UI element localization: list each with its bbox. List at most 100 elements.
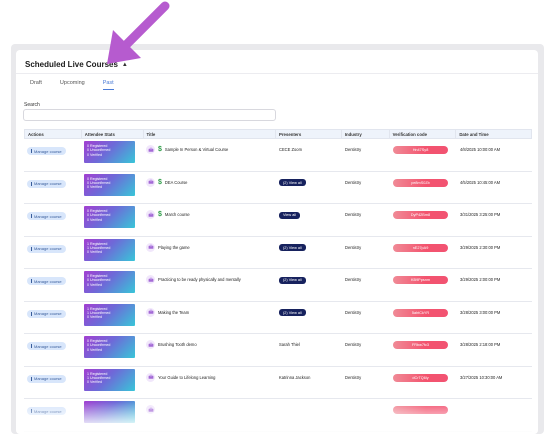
dollar-icon: $ <box>158 146 162 153</box>
course-icon <box>146 307 155 317</box>
industry-cell: Dentistry <box>345 277 362 282</box>
industry-cell: Dentistry <box>345 309 362 315</box>
manage-icon <box>31 409 32 413</box>
presenters-cell: (2) View all <box>276 302 342 316</box>
actions-cell: Manage course <box>24 269 81 285</box>
table-body: Manage course 0 Registered 0 Unconfirmed 0 … <box>24 139 532 432</box>
course-icon <box>146 340 155 349</box>
unconfirmed-count: 0 Unconfirmed <box>87 278 111 283</box>
actions-cell: Manage course <box>24 204 81 220</box>
unconfirmed-count: 1 Unconfirmed <box>87 375 111 380</box>
industry-cell: Dentistry <box>345 342 362 347</box>
view-all-presenters-button[interactable]: (2) View all <box>279 179 306 186</box>
table-row: Manage course 1 Registered 1 Unconfirmed 0 … <box>24 237 532 269</box>
tab-past[interactable]: Past <box>102 80 114 90</box>
course-title[interactable]: Sample In Person & Virtual Course <box>164 147 229 152</box>
attendee-stats-cell: 1 Registered 1 Unconfirmed 0 Verified <box>81 367 143 391</box>
course-title[interactable]: Making the Team <box>158 309 190 315</box>
registered-count: 1 Registered <box>87 371 108 376</box>
actions-cell: Manage course <box>24 399 81 415</box>
course-title[interactable]: Playing the game <box>158 244 190 250</box>
verification-cell: pe8mS0Zb <box>390 172 457 187</box>
course-title[interactable]: Brushing Tooth demo <box>158 342 197 347</box>
unconfirmed-count: 1 Unconfirmed <box>87 245 111 250</box>
verification-code-badge: KB9Ppsnm <box>393 276 448 284</box>
presenter-name: Katrinna Jackson <box>279 374 311 380</box>
manage-course-label: Manage course <box>34 343 62 349</box>
view-all-presenters-button[interactable]: (2) View all <box>279 244 306 251</box>
industry-cell: Dentistry <box>345 212 362 217</box>
attendee-stats-cell: 0 Registered 0 Unconfirmed 0 Verified <box>81 204 143 228</box>
tab-draft[interactable]: Draft <box>30 80 42 86</box>
verification-code-badge: 5ahtCkYR <box>393 308 448 317</box>
verification-cell: KB9Ppsnm <box>390 269 457 284</box>
attendee-stats-badge: 0 Registered 0 Unconfirmed 0 Verified <box>84 173 135 196</box>
verified-count: 0 Verified <box>87 250 102 255</box>
verification-code-badge: nE27pA9 <box>393 243 448 252</box>
course-title[interactable]: Practicing to be ready physically and me… <box>158 277 241 282</box>
col-presenters: Presenters <box>276 130 342 138</box>
manage-course-button[interactable]: Manage course <box>27 342 66 350</box>
verified-count: 0 Verified <box>87 347 102 352</box>
manage-course-button[interactable]: Manage course <box>27 244 66 253</box>
manage-course-label: Manage course <box>34 213 62 219</box>
attendee-stats-cell: 0 Registered 0 Unconfirmed 0 Verified <box>81 139 143 163</box>
presenters-cell: View all <box>276 204 342 219</box>
manage-course-label: Manage course <box>34 408 62 414</box>
annotation-arrow-icon <box>107 1 170 64</box>
industry-cell: Dentistry <box>345 244 362 250</box>
actions-cell: Manage course <box>24 367 81 383</box>
manage-icon <box>31 344 32 348</box>
manage-course-button[interactable]: Manage course <box>27 309 66 318</box>
table-row: Manage course 0 Registered 0 Unconfirmed 0 … <box>24 334 532 367</box>
verified-count: 0 Verified <box>87 315 102 320</box>
table-row: Manage course 0 Registered 0 Unconfirmed 0 … <box>24 269 532 302</box>
title-cell: $ DEA Course <box>143 172 276 187</box>
manage-course-label: Manage course <box>34 278 62 284</box>
chevron-up-icon[interactable]: ▲ <box>121 61 128 68</box>
page-title-text: Scheduled Live Courses <box>25 60 118 69</box>
actions-cell: Manage course <box>24 302 81 318</box>
course-icon <box>146 372 155 382</box>
tab-upcoming[interactable]: Upcoming <box>59 80 85 86</box>
verification-code-badge: DyP42Bm8 <box>393 211 448 219</box>
verification-code-badge: Hn47Sy8 <box>393 146 448 154</box>
page-title[interactable]: Scheduled Live Courses ▲ <box>25 60 128 69</box>
search-input[interactable] <box>23 109 276 121</box>
manage-course-label: Manage course <box>34 181 62 186</box>
manage-course-button[interactable]: Manage course <box>27 407 66 415</box>
registered-count: 1 Registered <box>87 241 108 246</box>
dollar-icon: $ <box>158 178 162 186</box>
view-all-presenters-button[interactable]: (2) View all <box>279 276 306 284</box>
manage-course-button[interactable]: Manage course <box>27 212 66 220</box>
verified-count: 0 Verified <box>87 282 102 287</box>
course-icon <box>146 210 155 219</box>
course-title[interactable]: Your Guide to Lifelong Learning <box>158 374 216 380</box>
verification-cell: DyP42Bm8 <box>390 204 457 219</box>
col-title: Title <box>144 130 277 138</box>
course-title[interactable]: DEA Course <box>164 179 188 185</box>
col-actions: Actions <box>25 130 82 138</box>
view-all-presenters-button[interactable]: (2) View all <box>279 309 306 316</box>
verification-cell: nE27pA9 <box>390 237 457 252</box>
presenter-name: CECE Zoom <box>279 147 302 152</box>
attendee-stats-badge: 0 Registered 0 Unconfirmed 0 Verified <box>84 206 135 228</box>
manage-course-button[interactable]: Manage course <box>27 179 66 188</box>
manage-course-button[interactable]: Manage course <box>27 277 66 285</box>
col-verification-code: Verification code <box>390 130 457 138</box>
date-cell: 3/27/2025 10:30:00 AM <box>460 374 503 380</box>
manage-icon <box>31 149 32 153</box>
manage-course-button[interactable]: Manage course <box>27 147 66 155</box>
industry-cell: Dentistry <box>345 147 362 152</box>
view-all-presenters-button[interactable]: View all <box>279 211 301 219</box>
course-title[interactable]: March course <box>164 212 190 217</box>
col-industry: Industry <box>342 130 390 138</box>
unconfirmed-count: 0 Unconfirmed <box>87 343 111 348</box>
manage-icon <box>31 279 32 283</box>
courses-card: Scheduled Live Courses ▲ Draft Upcoming … <box>16 50 538 434</box>
unconfirmed-count: 0 Unconfirmed <box>87 180 111 185</box>
course-icon <box>146 242 155 252</box>
industry-cell: Dentistry <box>345 179 362 185</box>
registered-count: 0 Registered <box>87 339 108 343</box>
manage-course-button[interactable]: Manage course <box>27 374 66 383</box>
